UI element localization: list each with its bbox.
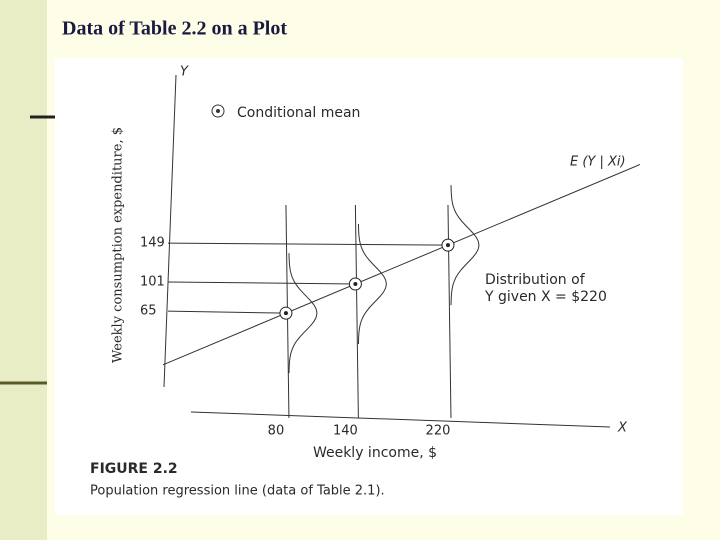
x-tick-label: 140	[333, 424, 358, 439]
y-axis	[163, 74, 177, 388]
y-axis-name: Y	[180, 65, 189, 80]
caption: Population regression line (data of Tabl…	[90, 484, 385, 499]
horizontal-guide	[167, 310, 286, 314]
horizontal-guide	[167, 242, 448, 246]
x-axis-name: X	[617, 421, 628, 436]
slide-title: Data of Table 2.2 on a Plot	[62, 18, 287, 40]
annotation-line: Y given X = $220	[484, 289, 607, 305]
annotation-line: Distribution of	[485, 272, 586, 288]
line-label: E (Y | Xi)	[570, 155, 626, 170]
figure-background	[55, 58, 683, 515]
x-axis	[190, 411, 611, 428]
horizontal-guide	[167, 281, 356, 285]
y-tick-label: 101	[140, 275, 165, 290]
legend-symbol-dot	[216, 109, 220, 113]
distribution-curve	[288, 253, 318, 374]
y-axis-label: Weekly consumption expenditure, $	[111, 127, 126, 363]
x-axis-label: Weekly income, $	[313, 445, 437, 461]
y-tick-label: 149	[140, 236, 165, 251]
x-tick-label: 80	[268, 424, 285, 439]
x-tick-label: 220	[426, 424, 451, 439]
conditional-mean-dot	[353, 282, 358, 287]
side-band	[0, 0, 47, 540]
conditional-mean-dot	[283, 311, 288, 316]
figure: Y X Weekly income, $ Weekly consumption …	[90, 65, 641, 499]
legend-label: Conditional mean	[237, 105, 360, 121]
y-tick-label: 65	[140, 304, 157, 319]
distribution-curve	[450, 185, 480, 306]
caption-title: FIGURE 2.2	[90, 461, 178, 477]
regression-line	[162, 164, 641, 366]
vertical-guide	[354, 204, 359, 419]
conditional-mean-dot	[445, 243, 450, 248]
